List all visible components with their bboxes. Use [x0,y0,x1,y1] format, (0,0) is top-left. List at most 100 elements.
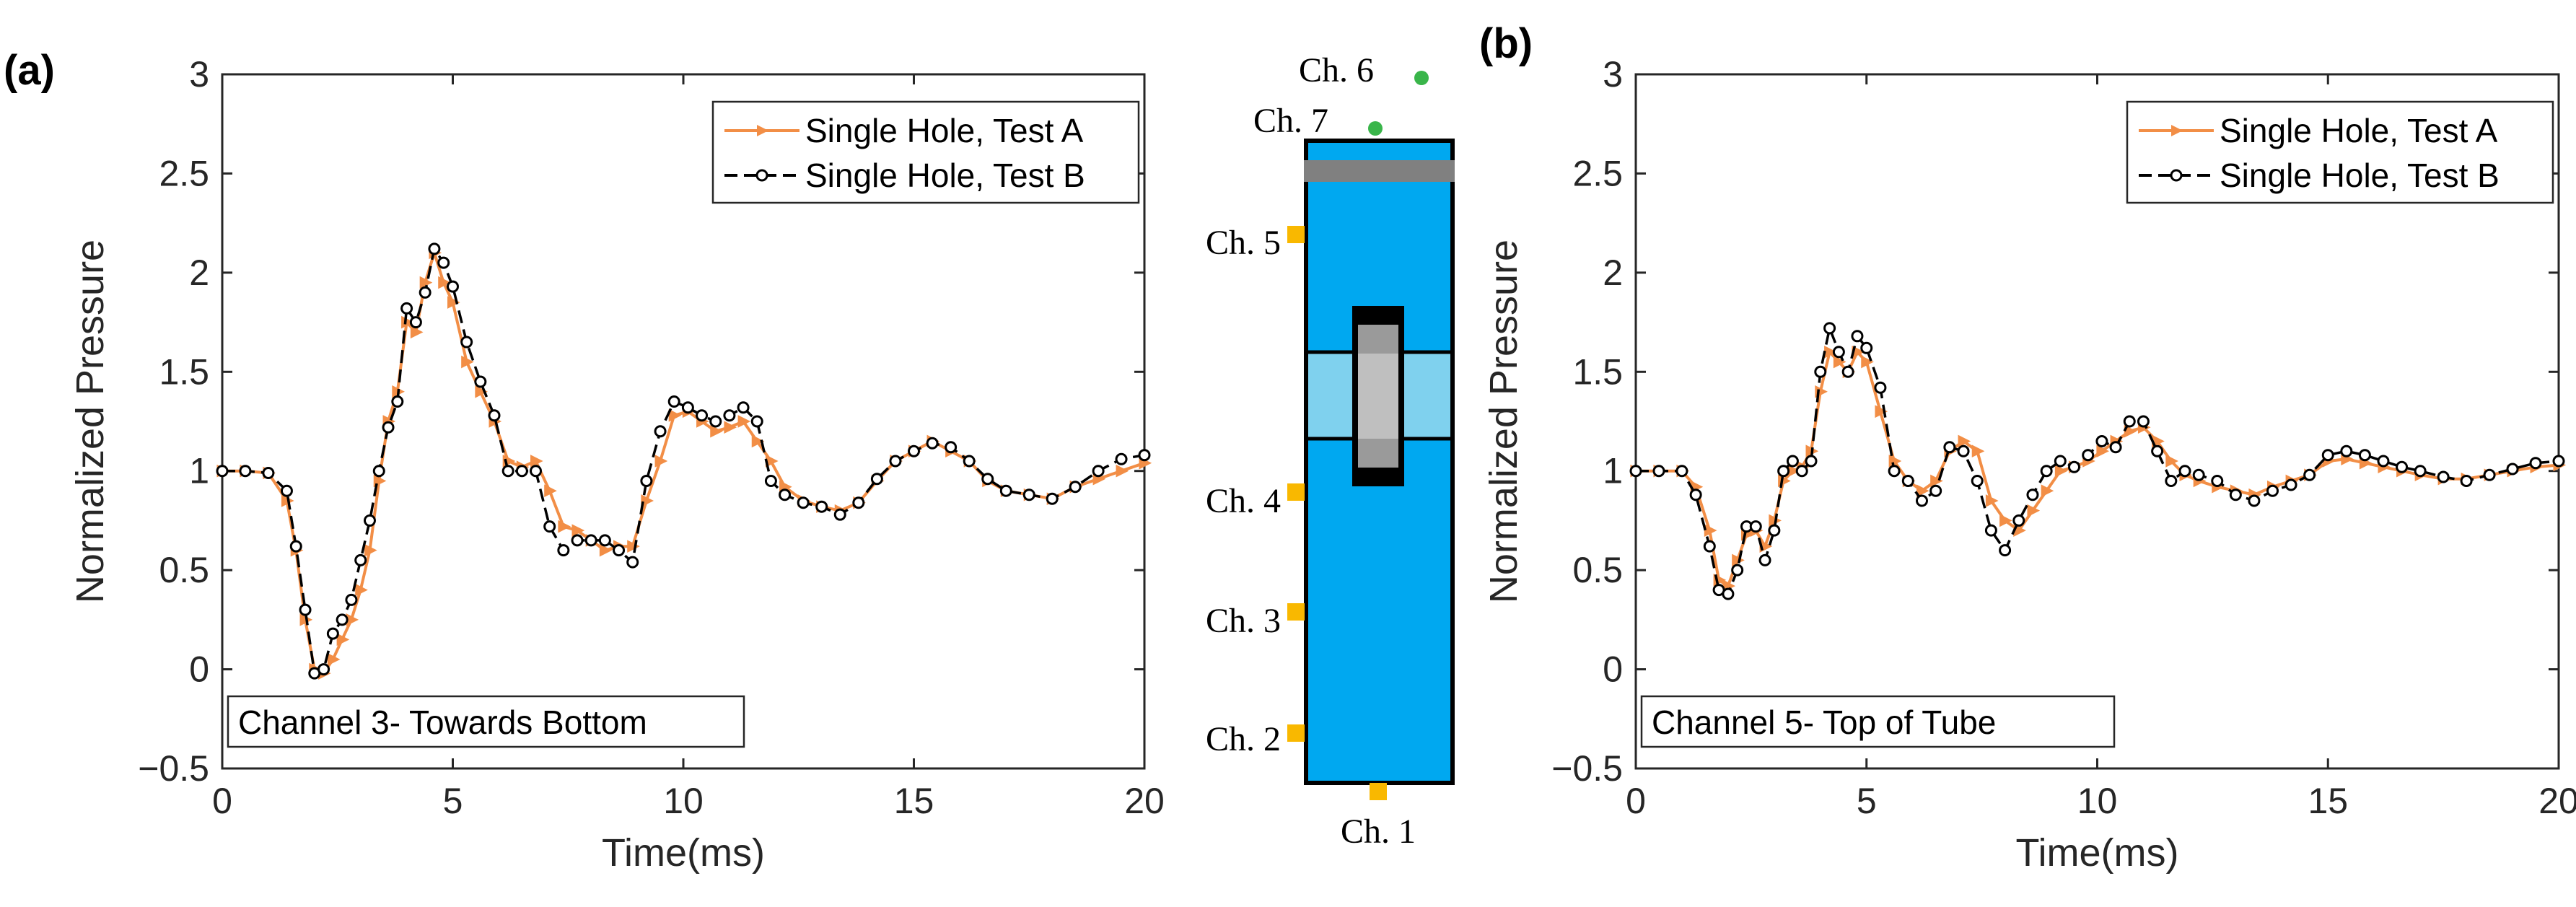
data-point-a-1-60 [1069,481,1082,494]
data-point-b-1-23 [1888,465,1901,478]
series-line-b-1 [1636,323,2559,596]
data-point-b-1-48 [2248,494,2261,507]
data-point-a-1-39 [696,409,709,422]
y-tick-label-a-0: −0.5 [138,748,209,789]
data-point-a-1-50 [870,473,883,486]
data-point-a-0-23 [475,385,488,398]
data-point-b-1-41 [2137,415,2150,428]
data-point-b-1-27 [1943,441,1956,454]
data-point-a-1-56 [981,473,994,486]
chart-a: 0 5 10 15 20−0.500.511.522.53Time(ms)Normali… [69,54,1165,875]
data-point-b-1-16 [1814,365,1827,378]
x-tick-label-b-2: 10 [2077,781,2118,821]
x-tick-label-b-1: 5 [1857,781,1877,821]
data-point-b-1-10 [1758,553,1771,566]
x-axis-label-a: Time(ms) [602,831,765,875]
data-point-a-0-8 [327,653,341,666]
data-point-b-1-47 [2229,488,2242,501]
y-tick-label-b-1: 0 [1603,649,1623,690]
data-point-a-0-32 [599,543,613,557]
data-point-a-1-63 [1138,449,1151,462]
data-point-a-1-53 [926,437,939,450]
data-point-a-1-51 [889,455,902,468]
data-point-b-0-31 [1999,514,2012,527]
data-point-b-0-22 [1875,405,1888,419]
data-point-a-1-43 [750,415,763,428]
y-tick-label-a-7: 3 [189,54,209,95]
data-point-a-0-22 [461,355,474,369]
data-point-b-1-17 [1823,322,1836,335]
data-point-a-1-25 [501,465,514,478]
annotation-text-b: Channel 5- Top of Tube [1652,704,1996,741]
data-point-b-1-29 [1971,474,1984,487]
data-point-a-1-42 [737,401,750,414]
data-point-b-1-19 [1841,365,1854,378]
sensor-ch7-label: Ch. 7 [1253,102,1328,140]
data-point-b-0-4 [1704,524,1717,537]
data-point-b-1-59 [2460,474,2473,487]
y-tick-label-b-2: 0.5 [1572,550,1623,590]
data-point-a-1-48 [833,508,846,521]
data-point-b-1-39 [2109,441,2122,454]
x-axis-label-b: Time(ms) [2016,831,2179,875]
sensor-ch4-label: Ch. 4 [1206,482,1281,520]
y-tick-label-a-2: 0.5 [159,550,209,590]
data-point-a-0-62 [1116,464,1129,478]
data-point-a-1-21 [447,280,459,293]
legend-marker-b-1 [2170,169,2183,182]
data-point-a-1-12 [363,514,376,527]
data-point-a-1-35 [640,474,653,487]
legend-label-a-0: Single Hole, Test A [805,112,1084,149]
sensor-ch5-marker [1287,226,1305,243]
data-point-a-0-43 [751,434,765,448]
x-tick-label-a-0: 0 [212,781,232,821]
legend-marker-b-0 [2171,125,2183,136]
data-point-b-1-0 [1629,465,1642,478]
data-point-a-1-40 [709,415,722,428]
data-point-b-1-24 [1901,474,1914,487]
data-point-a-0-12 [364,543,377,557]
data-point-a-1-1 [239,465,252,478]
data-point-b-1-46 [2211,474,2224,487]
data-point-b-1-32 [2012,514,2025,527]
sensor-ch5-label: Ch. 5 [1206,224,1281,262]
data-point-b-1-36 [2068,460,2081,473]
x-tick-label-a-2: 10 [663,781,704,821]
data-point-b-1-44 [2178,465,2191,478]
sensor-ch2-label: Ch. 2 [1206,720,1281,758]
data-point-a-1-7 [317,663,330,676]
sensor-ch3-label: Ch. 3 [1206,602,1281,640]
data-point-a-0-11 [355,583,368,597]
annotation-box-a [227,695,745,748]
sensor-ch6-label: Ch. 6 [1299,51,1374,89]
data-point-a-1-58 [1022,488,1035,501]
data-point-a-1-2 [262,466,275,479]
legend-marker-a-0 [757,125,768,136]
data-point-a-1-62 [1115,452,1128,465]
sensor-ch2-marker [1287,724,1305,742]
panel-label-b: (b) [1479,20,1533,67]
data-point-b-1-30 [1984,524,1997,537]
data-point-b-0-34 [2041,484,2054,498]
series-line-a-0 [222,247,1145,675]
sensor-ch3-marker [1287,603,1305,621]
data-point-a-1-0 [216,465,229,478]
data-point-a-1-52 [908,444,920,457]
data-point-b-1-40 [2123,415,2136,428]
data-point-a-1-18 [419,286,431,299]
legend-box-b [2126,100,2554,204]
data-point-a-0-29 [558,520,571,533]
data-point-a-1-14 [382,421,395,434]
data-point-a-1-28 [543,520,556,533]
data-point-a-1-9 [336,613,349,626]
chart-b: 0 5 10 15 20−0.500.511.522.53Time(ms)Normali… [1482,54,2576,875]
data-point-a-1-3 [280,484,293,497]
data-point-b-0-7 [1732,553,1745,567]
data-point-a-0-40 [710,424,723,438]
data-point-b-1-61 [2506,463,2519,476]
data-point-a-1-8 [326,627,339,640]
data-point-a-0-27 [530,455,543,468]
y-tick-label-a-5: 2 [189,253,209,293]
data-point-b-1-58 [2437,470,2450,483]
data-point-a-1-38 [681,401,694,414]
